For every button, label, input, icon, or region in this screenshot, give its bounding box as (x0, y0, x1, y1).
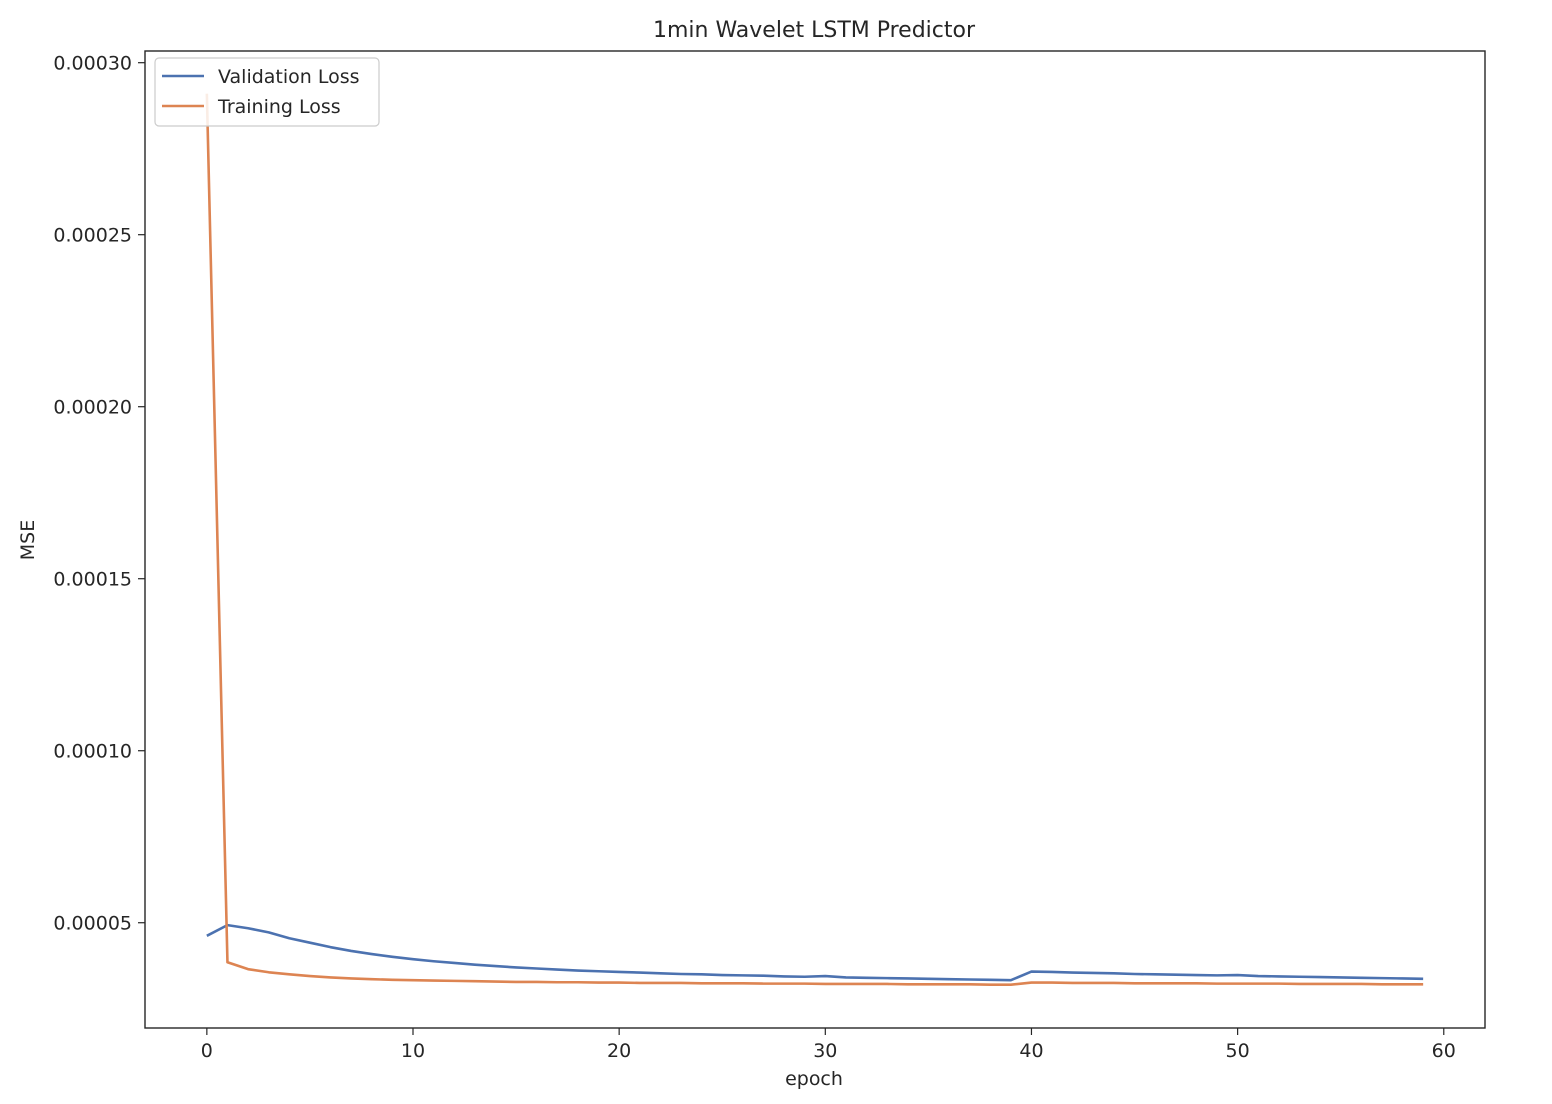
legend-label-validation-loss: Validation Loss (218, 66, 360, 88)
y-tick-label: 0.00030 (53, 53, 132, 75)
x-tick-label: 40 (1019, 1040, 1043, 1062)
legend-box (154, 57, 380, 127)
chart-title: 1min Wavelet LSTM Predictor (653, 18, 976, 43)
x-axis: 0 10 20 30 40 50 60 (201, 1028, 1456, 1062)
series-line-validation-loss (206, 923, 1424, 982)
plot-area (144, 50, 1486, 1029)
legend-label-training-loss: Training Loss (217, 96, 341, 118)
x-tick-label: 0 (201, 1040, 213, 1062)
x-tick-label: 20 (607, 1040, 631, 1062)
y-tick-label: 0.00010 (53, 741, 132, 763)
series-line-training-loss (205, 93, 1424, 986)
y-tick-label: 0.00005 (53, 913, 132, 935)
y-tick-label: 0.00015 (53, 569, 132, 591)
y-tick-label: 0.00020 (53, 397, 132, 419)
y-axis: 0.00005 0.00010 0.00015 0.00020 0.00025 0.000… (53, 53, 145, 935)
x-axis-label: epoch (785, 1068, 843, 1090)
legend: Validation Loss Training Loss (154, 57, 380, 127)
series-group (205, 93, 1424, 986)
y-axis-label: MSE (17, 520, 39, 560)
y-tick-label: 0.00025 (53, 225, 132, 247)
x-tick-label: 30 (813, 1040, 837, 1062)
x-tick-label: 50 (1226, 1040, 1250, 1062)
x-tick-label: 60 (1432, 1040, 1456, 1062)
x-tick-label: 10 (401, 1040, 425, 1062)
